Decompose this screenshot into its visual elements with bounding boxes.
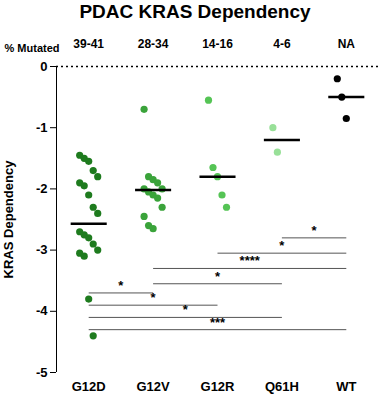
svg-text:KRAS Dependency: KRAS Dependency <box>1 160 16 279</box>
svg-text:*: * <box>151 290 157 305</box>
svg-text:*: * <box>215 269 221 284</box>
svg-text:-5: -5 <box>36 365 48 380</box>
svg-text:% Mutated: % Mutated <box>5 42 60 54</box>
svg-text:NA: NA <box>338 37 356 51</box>
svg-text:G12V: G12V <box>136 379 170 394</box>
svg-text:WT: WT <box>336 379 356 394</box>
svg-text:G12D: G12D <box>72 379 106 394</box>
svg-text:-3: -3 <box>36 242 48 257</box>
svg-text:28-34: 28-34 <box>138 37 169 51</box>
svg-text:*: * <box>183 302 189 317</box>
svg-text:*: * <box>279 238 285 253</box>
svg-text:Q61H: Q61H <box>265 379 299 394</box>
svg-text:G12R: G12R <box>201 379 236 394</box>
svg-text:-2: -2 <box>36 181 48 196</box>
svg-text:*: * <box>118 278 124 293</box>
svg-text:39-41: 39-41 <box>73 37 104 51</box>
svg-text:4-6: 4-6 <box>273 37 291 51</box>
svg-text:14-16: 14-16 <box>202 37 233 51</box>
svg-text:-1: -1 <box>36 120 48 135</box>
svg-text:*: * <box>312 223 318 238</box>
svg-text:-4: -4 <box>36 303 48 318</box>
svg-text:****: **** <box>240 253 261 268</box>
html-text:PDAC KRAS Dependency: PDAC KRAS Dependency <box>79 1 311 22</box>
svg-text:0: 0 <box>40 59 47 74</box>
svg-text:***: *** <box>210 315 226 330</box>
